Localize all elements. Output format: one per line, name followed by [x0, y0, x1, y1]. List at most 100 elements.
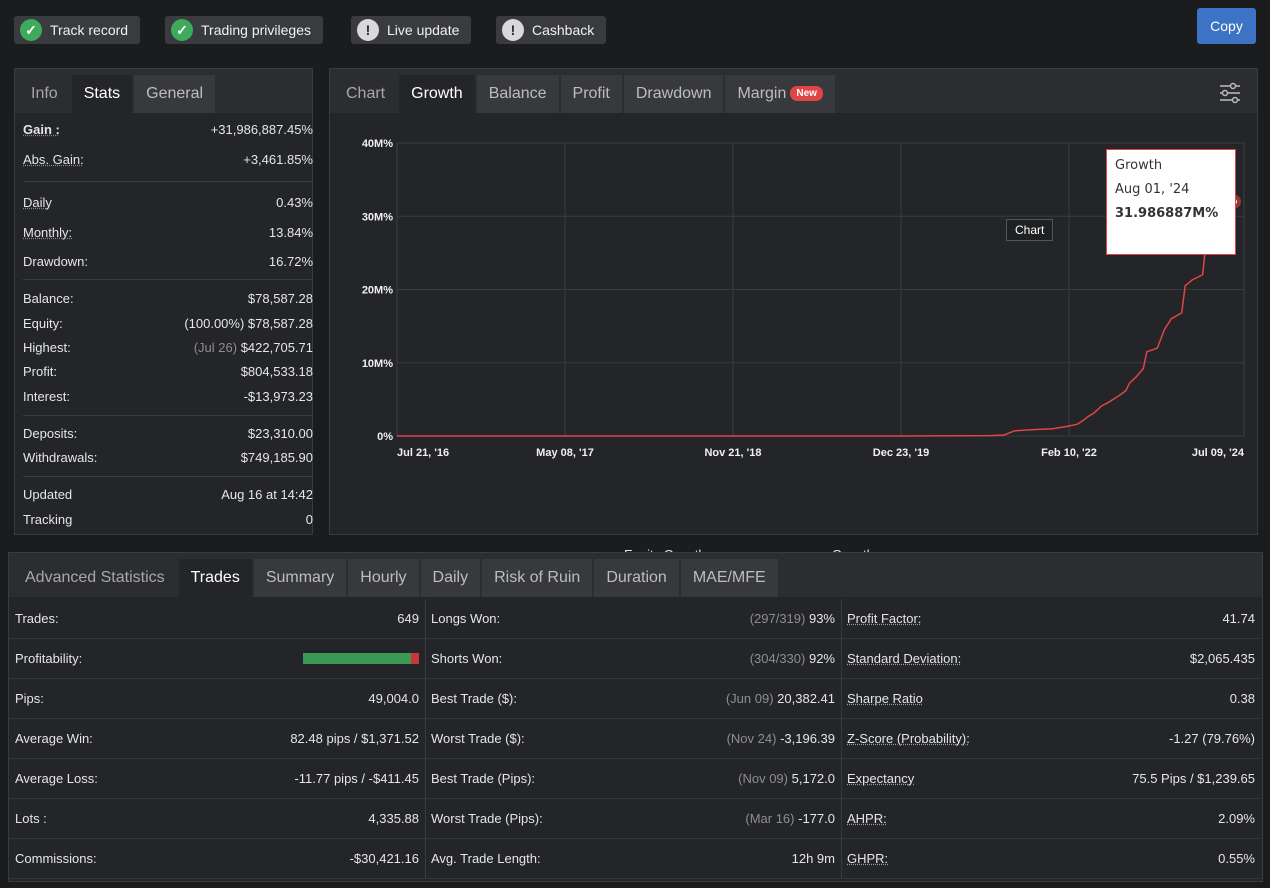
stat-row: Pips: 49,004.0	[9, 679, 425, 719]
badge-track-record[interactable]: ✓ Track record	[14, 16, 141, 44]
badge-trading-privileges[interactable]: ✓ Trading privileges	[165, 16, 323, 44]
column-divider	[841, 599, 842, 879]
stat-value: -11.77 pips / -$411.45	[294, 771, 419, 786]
growth-chart[interactable]: 0% 10M% 20M% 30M% 40M% Jul 21, '16 May 08, '17…	[330, 113, 1257, 533]
stat-value: $804,533.18	[240, 363, 313, 379]
tab-margin[interactable]: Margin New	[725, 75, 835, 113]
tooltip-value: 31.986887M%	[1115, 206, 1219, 221]
stat-label: Avg. Trade Length:	[431, 851, 541, 866]
stat-daily: Daily 0.43%	[23, 192, 313, 212]
settings-sliders-icon[interactable]	[1218, 81, 1242, 105]
tab-general[interactable]: General	[134, 75, 216, 113]
stat-row: Worst Trade ($): (Nov 24) -3,196.39	[425, 719, 841, 759]
tab-mae-mfe[interactable]: MAE/MFE	[680, 559, 778, 597]
chart-panel: Chart Growth Balance Profit Drawdown Mar…	[329, 68, 1258, 562]
stat-value: +31,986,887.45%	[210, 121, 313, 137]
stat-label: Highest:	[23, 339, 71, 355]
badge-live-update[interactable]: ! Live update	[351, 16, 472, 44]
x-tick-label: Feb 10, '22	[1041, 447, 1097, 459]
stat-amount: -11.77 pips / -$411.45	[294, 771, 419, 786]
stat-row: Worst Trade (Pips): (Mar 16) -177.0	[425, 799, 841, 839]
tab-chart[interactable]: Chart	[346, 85, 386, 102]
tab-profit[interactable]: Profit	[560, 75, 622, 113]
stat-label: AHPR:	[847, 811, 887, 826]
stat-prefix: (Jun 09)	[725, 691, 774, 706]
stat-row: Trades: 649	[9, 599, 425, 639]
stat-value: -1.27 (79.76%)	[1169, 731, 1255, 746]
stat-value: (100.00%) $78,587.28	[184, 316, 313, 331]
stat-value: 82.48 pips / $1,371.52	[290, 731, 419, 746]
x-tick-label: May 08, '17	[536, 447, 594, 459]
stat-label: Best Trade ($):	[431, 691, 517, 706]
stat-row: Average Win: 82.48 pips / $1,371.52	[9, 719, 425, 759]
tab-hourly[interactable]: Hourly	[348, 559, 419, 597]
stat-amount: 92%	[808, 651, 835, 666]
profitability-won-segment	[303, 653, 411, 664]
chart-marker-label: Chart	[1006, 219, 1054, 241]
stat-row: Z-Score (Probability): -1.27 (79.76%)	[841, 719, 1261, 759]
profitability-lost-segment	[410, 653, 419, 664]
stat-row: Sharpe Ratio 0.38	[841, 679, 1261, 719]
stat-amount: 20,382.41	[777, 691, 835, 706]
tab-duration[interactable]: Duration	[594, 559, 679, 597]
stat-amount: 4,335.88	[368, 811, 419, 826]
copy-button[interactable]: Copy	[1197, 8, 1256, 44]
stat-row: GHPR: 0.55%	[841, 839, 1261, 879]
stat-updated: Updated Aug 16 at 14:42	[23, 484, 313, 504]
stat-label: Deposits:	[23, 425, 78, 441]
status-bar: ✓ Track record ✓ Trading privileges ! Li…	[0, 0, 1270, 56]
stat-amount: 0.38	[1229, 691, 1255, 706]
stat-value: -$30,421.16	[350, 851, 419, 866]
tab-risk-of-ruin[interactable]: Risk of Ruin	[482, 559, 593, 597]
stat-label: Drawdown:	[23, 253, 89, 269]
tab-trades[interactable]: Trades	[178, 559, 252, 597]
tab-stats[interactable]: Stats	[71, 75, 133, 113]
badge-label: Cashback	[532, 22, 595, 38]
stat-label: Withdrawals:	[23, 449, 98, 465]
stat-gain: Gain : +31,986,887.45%	[23, 119, 313, 139]
stat-value: 16.72%	[268, 253, 313, 269]
tab-drawdown[interactable]: Drawdown	[623, 75, 724, 113]
stat-value: 0.38	[1230, 691, 1255, 706]
stat-label: Worst Trade (Pips):	[431, 811, 543, 826]
stat-value: (Jul 26) $422,705.71	[194, 340, 313, 355]
x-tick-label: Jul 21, '16	[397, 447, 449, 459]
stat-profit: Profit: $804,533.18	[23, 361, 313, 381]
stat-value: 49,004.0	[368, 691, 419, 706]
tab-balance[interactable]: Balance	[476, 75, 559, 113]
stat-label: Commissions:	[15, 851, 97, 866]
stat-label: Profitability:	[15, 651, 83, 666]
stat-value: -$13,973.23	[243, 388, 313, 404]
stat-value: 41.74	[1222, 611, 1255, 626]
stat-abs-gain: Abs. Gain: +3,461.85%	[23, 149, 313, 169]
stat-monthly: Monthly: 13.84%	[23, 222, 313, 242]
x-tick-label: Dec 23, '19	[873, 447, 929, 459]
new-badge: New	[790, 86, 823, 102]
tab-summary[interactable]: Summary	[253, 559, 347, 597]
stat-value: 0.43%	[276, 194, 313, 210]
stat-amount: $78,587.28	[247, 315, 313, 331]
stat-amount: 75.5 Pips / $1,239.65	[1132, 771, 1255, 786]
chart-tooltip: Growth Aug 01, '24 31.986887M%	[1106, 149, 1236, 255]
stat-value: $23,310.00	[247, 425, 313, 441]
stat-tracking: Tracking 0	[23, 509, 313, 529]
tab-advanced-statistics[interactable]: Advanced Statistics	[25, 569, 165, 586]
stat-value: (297/319) 93%	[750, 611, 835, 626]
stat-row: Best Trade (Pips): (Nov 09) 5,172.0	[425, 759, 841, 799]
check-circle-icon: ✓	[171, 19, 193, 41]
stat-amount: 41.74	[1222, 611, 1255, 626]
tab-info[interactable]: Info	[31, 85, 58, 102]
stat-value: (Jun 09) 20,382.41	[726, 691, 835, 706]
tooltip-date: Aug 01, '24	[1115, 182, 1190, 197]
stat-amount: 0.55%	[1218, 851, 1255, 866]
exclamation-circle-icon: !	[357, 19, 379, 41]
stat-amount: 12h 9m	[791, 851, 835, 866]
y-tick-label: 0%	[377, 431, 393, 443]
tab-growth[interactable]: Growth	[399, 75, 475, 113]
x-tick-label: Nov 21, '18	[704, 447, 761, 459]
stat-label: Interest:	[23, 388, 70, 404]
tab-daily[interactable]: Daily	[420, 559, 481, 597]
stat-value: 12h 9m	[792, 851, 835, 866]
badge-label: Trading privileges	[201, 22, 311, 38]
badge-cashback[interactable]: ! Cashback	[496, 16, 607, 44]
